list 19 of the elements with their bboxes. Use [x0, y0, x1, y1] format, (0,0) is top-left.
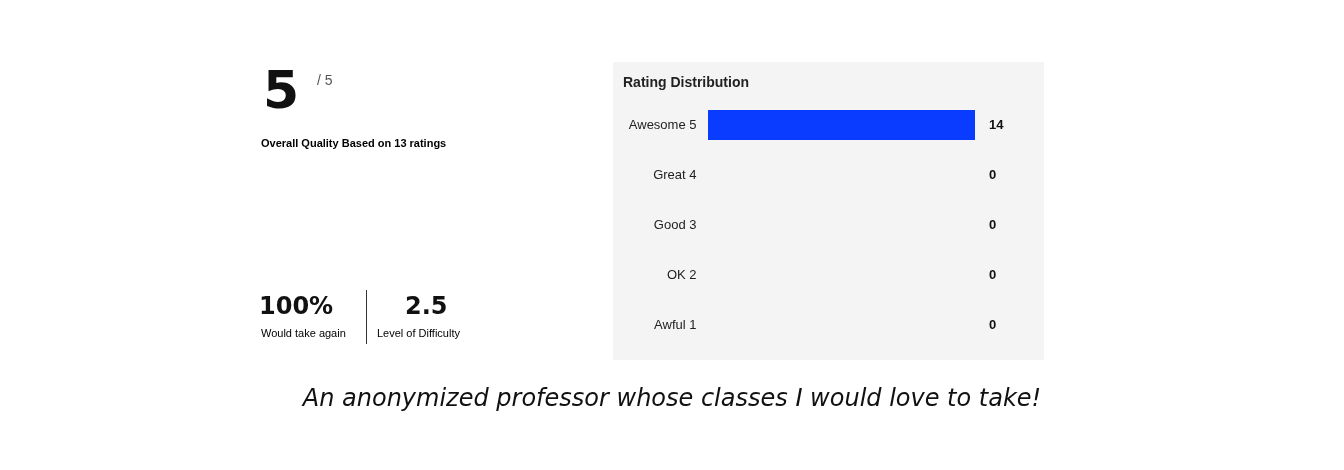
chart-title: Rating Distribution [623, 74, 749, 90]
text: Would take again [261, 327, 346, 339]
data-label: 0 [989, 317, 997, 332]
text: An anonymized professor whose classes I would love to take! [300, 384, 1043, 412]
text: 100% [259, 292, 334, 320]
y-tick-label: Good 3 [653, 217, 697, 232]
y-tick-label: Awful 1 [654, 317, 697, 332]
y-tick-label: Awesome 5 [628, 117, 697, 132]
text: Overall Quality Based on 13 ratings [261, 137, 447, 149]
text: 5 [263, 60, 300, 120]
data-label: 0 [989, 167, 997, 182]
data-label: 0 [989, 217, 997, 232]
data-label: 0 [989, 267, 997, 282]
data-label: 14 [989, 117, 1005, 132]
y-tick-label: OK 2 [666, 267, 697, 282]
text: 2.5 [405, 292, 448, 320]
text: Level of Difficulty [377, 327, 460, 339]
text: / 5 [317, 72, 333, 88]
y-tick-label: Great 4 [653, 167, 697, 182]
